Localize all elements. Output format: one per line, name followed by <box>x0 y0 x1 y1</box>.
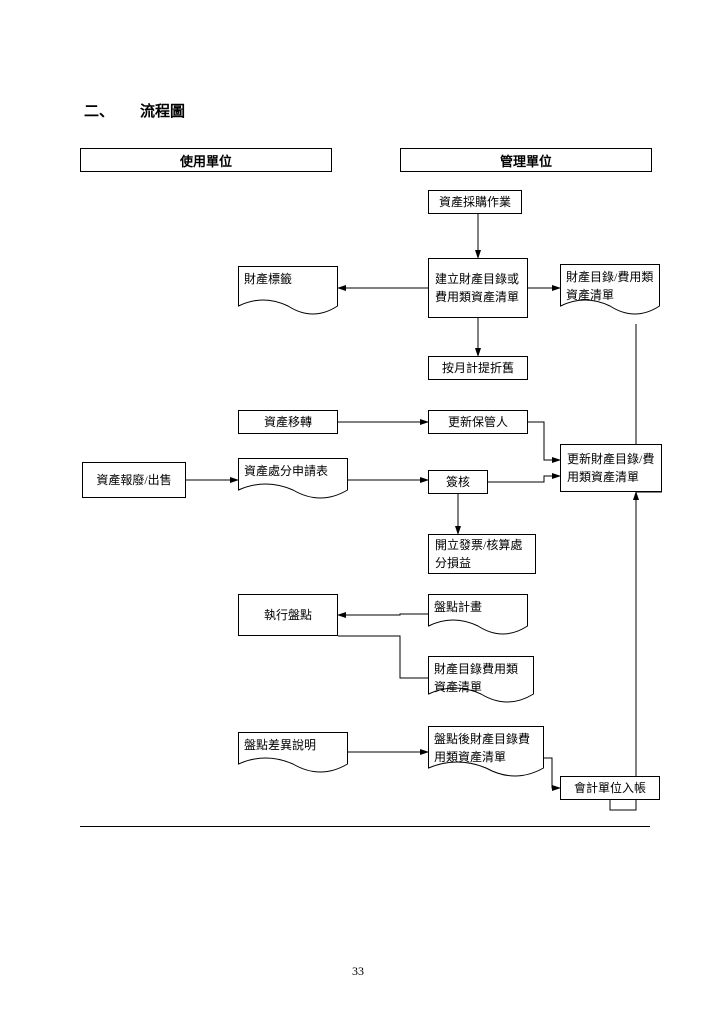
node-asset_transfer: 資產移轉 <box>238 410 338 434</box>
node-variance_desc: 盤點差異說明 <box>238 732 348 782</box>
edge-update_custodian-update_ledger <box>528 422 560 460</box>
node-ledger_expense_list: 財產目錄費用類資產清單 <box>428 656 534 712</box>
flowchart-page: 二、 流程圖 使用單位 管理單位 資產採購作業建立財產目錄或費用類資產清單 財產標… <box>0 0 724 1024</box>
header-mgmt-label: 管理單位 <box>500 151 552 170</box>
edge-inventory_plan-execute_inventory <box>338 614 428 615</box>
node-post_inv_list: 盤點後財產目錄費用類資產清單 <box>428 726 544 786</box>
edge-ledger_expense_list-execute_inventory <box>338 636 428 678</box>
edge-post_inv_list-update_ledger <box>610 492 662 810</box>
edge-post_inv_list-accounting_entry <box>544 758 560 788</box>
node-update_custodian: 更新保管人 <box>428 410 528 434</box>
node-property_tag: 財產標籤 <box>238 266 338 324</box>
node-update_ledger: 更新財產目錄/費用類資產清單 <box>560 444 662 492</box>
node-disposal_form: 資產處分申請表 <box>238 458 348 508</box>
node-monthly_depr: 按月計提折舊 <box>428 356 528 380</box>
header-user-unit: 使用單位 <box>80 148 332 172</box>
edge-approve-update_ledger <box>488 476 560 482</box>
section-number: 二、 <box>84 100 114 121</box>
node-approve: 簽核 <box>428 470 488 494</box>
node-asset_purchase: 資產採購作業 <box>428 190 522 214</box>
node-create_ledger: 建立財產目錄或費用類資產清單 <box>428 258 528 318</box>
header-mgmt-unit: 管理單位 <box>400 148 652 172</box>
bottom-rule <box>80 826 650 827</box>
node-accounting_entry: 會計單位入帳 <box>560 776 660 800</box>
node-asset_disposal_sale: 資產報廢/出售 <box>82 462 186 498</box>
header-user-label: 使用單位 <box>180 151 232 170</box>
node-inventory_plan: 盤點計畫 <box>428 594 528 644</box>
node-invoice_pl: 開立發票/核算處分損益 <box>428 534 536 574</box>
node-ledger_list: 財產目錄/費用類資產清單 <box>560 264 660 324</box>
section-title: 流程圖 <box>140 100 185 121</box>
node-execute_inventory: 執行盤點 <box>238 594 338 636</box>
page-number: 33 <box>352 964 364 979</box>
